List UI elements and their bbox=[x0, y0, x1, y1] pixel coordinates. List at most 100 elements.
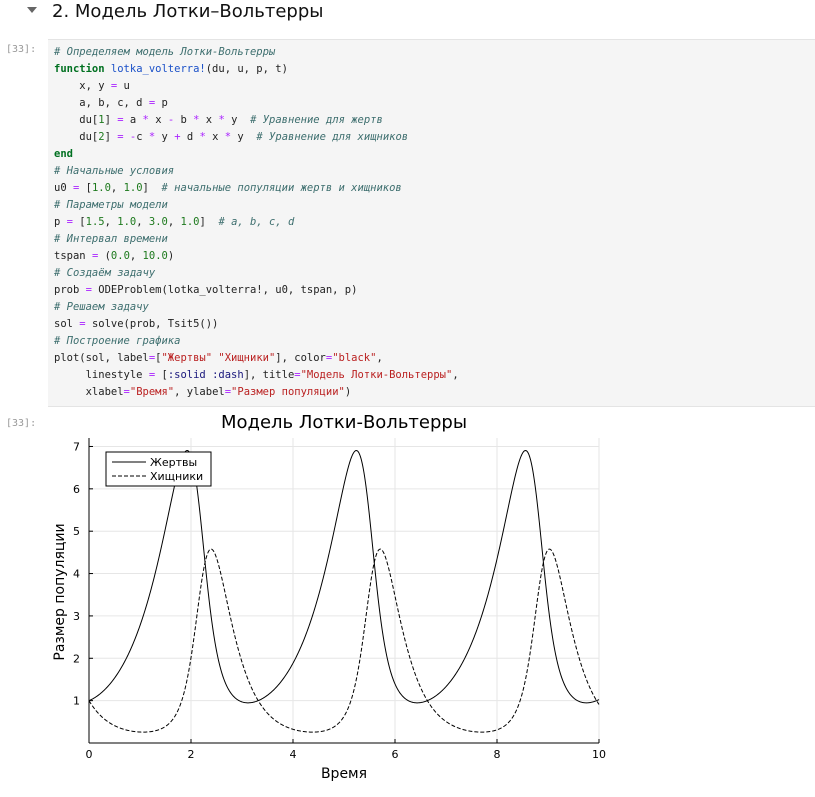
code-token: (du, u, p, t) bbox=[205, 63, 288, 75]
code-token: [ bbox=[155, 369, 168, 381]
code-token: d bbox=[180, 131, 200, 143]
code-token: sol bbox=[54, 318, 80, 330]
code-token: du[ bbox=[54, 114, 99, 126]
legend: Жертвы Хищники bbox=[105, 451, 212, 487]
code-line: du[1] = a * x - b * x * y # Уравнение дл… bbox=[54, 114, 383, 126]
code-token: xlabel bbox=[54, 386, 124, 398]
legend-box bbox=[105, 451, 212, 487]
output-area: 0 2 4 6 8 10 1 2 3 4 5 6 7 Модель Лотки-Вольтерры Вр… bbox=[48, 408, 815, 797]
x-tick-label: 8 bbox=[494, 748, 501, 761]
code-token: ] bbox=[104, 131, 118, 143]
code-token: "Хищники" bbox=[218, 352, 276, 364]
code-line: plot(sol, label=["Жертвы" "Хищники"], co… bbox=[54, 352, 383, 364]
y-axis-label: Размер популяции bbox=[52, 523, 68, 660]
code-token: ) bbox=[167, 250, 175, 262]
code-line: end bbox=[54, 148, 73, 160]
code-token: ] bbox=[104, 114, 118, 126]
code-token: # Построение графика bbox=[54, 335, 181, 347]
output-prompt: [33]: bbox=[6, 418, 37, 429]
code-token: 1.0 bbox=[180, 216, 200, 228]
code-token: * bbox=[193, 114, 200, 126]
code-cell[interactable]: # Определяем модель Лотки-Вольтерры func… bbox=[48, 39, 815, 407]
code-token: linestyle bbox=[54, 369, 149, 381]
legend-label-predator: Хищники bbox=[150, 470, 203, 483]
code-token: [ bbox=[155, 352, 162, 364]
code-token: ( bbox=[98, 250, 111, 262]
y-tick-label: 7 bbox=[73, 440, 80, 453]
code-token: = bbox=[294, 369, 301, 381]
code-token: = bbox=[66, 216, 73, 228]
code-token: , bbox=[110, 182, 124, 194]
code-line: # Параметры модели bbox=[54, 199, 168, 211]
y-tick-label: 5 bbox=[73, 525, 80, 538]
code-line: du[2] = -c * y + d * x * y # Уравнение д… bbox=[54, 131, 408, 143]
code-line: # Определяем модель Лотки-Вольтерры bbox=[54, 46, 275, 58]
code-token: tspan bbox=[54, 250, 92, 262]
code-token: :dash bbox=[212, 369, 244, 381]
input-prompt: [33]: bbox=[6, 44, 37, 55]
code-line: tspan = (0.0, 10.0) bbox=[54, 250, 174, 262]
code-token: solve(prob, Tsit5()) bbox=[85, 318, 219, 330]
code-token: # Определяем модель Лотки-Вольтерры bbox=[54, 46, 276, 58]
code-token: ODEProblem(lotka_volterra!, u0, tspan, p… bbox=[91, 284, 358, 296]
code-line: prob = ODEProblem(lotka_volterra!, u0, t… bbox=[54, 284, 357, 296]
code-token: lotka_volterra! bbox=[110, 63, 206, 75]
code-line: linestyle = [:solid :dash], title="Модел… bbox=[54, 369, 459, 381]
code-line: # Построение графика bbox=[54, 335, 180, 347]
code-line: u0 = [1.0, 1.0] # начальные популяции же… bbox=[54, 182, 402, 194]
code-token: , bbox=[167, 216, 181, 228]
code-token: , ylabel bbox=[174, 386, 225, 398]
code-token: = bbox=[224, 386, 232, 398]
series-line-prey bbox=[88, 449, 600, 704]
code-editor[interactable]: # Определяем модель Лотки-Вольтерры func… bbox=[54, 44, 459, 401]
code-token: p bbox=[155, 97, 168, 109]
y-tick-label: 4 bbox=[73, 568, 80, 581]
code-token: = bbox=[148, 352, 156, 364]
code-token: 1 bbox=[98, 114, 105, 126]
code-token: , bbox=[452, 369, 459, 381]
code-token: b bbox=[174, 114, 194, 126]
code-token: "black" bbox=[332, 352, 377, 364]
code-token: "Размер популяции" bbox=[231, 386, 345, 398]
x-tick-label: 2 bbox=[188, 748, 195, 761]
code-token: = bbox=[148, 369, 156, 381]
code-token: # Уравнение для хищников bbox=[256, 131, 409, 143]
code-token: * bbox=[142, 114, 149, 126]
code-token: :solid bbox=[167, 369, 206, 381]
collapse-caret-icon[interactable] bbox=[27, 7, 37, 13]
code-token: 10.0 bbox=[142, 250, 168, 262]
x-tick-label: 10 bbox=[592, 748, 606, 761]
code-token: c bbox=[136, 131, 149, 143]
code-token: y bbox=[224, 114, 251, 126]
code-token: u bbox=[117, 80, 130, 92]
code-token: [ bbox=[72, 216, 86, 228]
chart-title: Модель Лотки-Вольтерры bbox=[221, 412, 467, 433]
code-token: = bbox=[117, 114, 124, 126]
code-token: # Уравнение для жертв bbox=[250, 114, 383, 126]
code-token: plot(sol, label bbox=[54, 352, 149, 364]
code-token: - bbox=[129, 131, 137, 143]
section-heading: 2. Модель Лотки–Вольтерры bbox=[0, 0, 815, 28]
code-token: y bbox=[155, 131, 175, 143]
code-token: = bbox=[79, 318, 86, 330]
code-token: "Модель Лотки-Вольтерры" bbox=[300, 369, 453, 381]
code-token: 1.0 bbox=[91, 182, 111, 194]
x-tick-label: 4 bbox=[290, 748, 297, 761]
code-token: a, b, c, d bbox=[54, 97, 149, 109]
code-token: # Создаём задачу bbox=[54, 267, 156, 279]
code-token: * bbox=[199, 131, 206, 143]
code-token: prob bbox=[54, 284, 86, 296]
code-line: # Решаем задачу bbox=[54, 301, 149, 313]
code-token: du[ bbox=[54, 131, 99, 143]
code-token: , bbox=[376, 352, 383, 364]
code-token: 1.5 bbox=[85, 216, 105, 228]
code-token: "Жертвы" bbox=[161, 352, 213, 364]
code-line: # Начальные условия bbox=[54, 165, 174, 177]
code-line: # Создаём задачу bbox=[54, 267, 155, 279]
code-token: x bbox=[205, 131, 225, 143]
code-token: , bbox=[104, 216, 118, 228]
code-token: "Время" bbox=[129, 386, 175, 398]
code-token: = bbox=[91, 250, 99, 262]
